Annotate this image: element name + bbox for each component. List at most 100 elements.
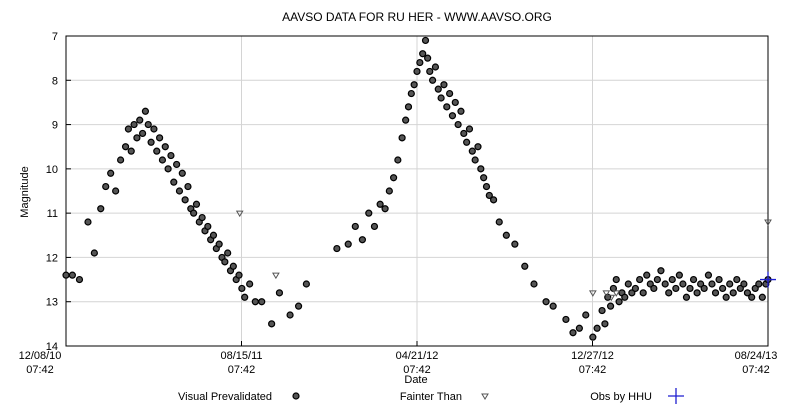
data-point <box>704 271 713 279</box>
data-point <box>404 103 413 111</box>
data-point <box>431 63 440 71</box>
data-point <box>639 289 647 297</box>
legend-label: Obs by HHU <box>590 391 652 403</box>
data-point <box>370 222 379 231</box>
data-point <box>424 54 432 62</box>
data-point <box>465 125 474 133</box>
data-point <box>133 134 141 142</box>
data-point <box>358 236 366 244</box>
data-point <box>344 240 352 248</box>
data-point <box>221 258 229 266</box>
data-point <box>130 120 138 129</box>
data-point <box>407 89 415 98</box>
data-point <box>593 324 601 332</box>
x-tick-time: 07:42 <box>579 364 607 376</box>
data-point <box>643 271 651 279</box>
data-point <box>286 311 294 319</box>
y-tick-label: 13 <box>46 297 58 309</box>
data-point <box>480 174 488 182</box>
data-point <box>136 116 144 124</box>
data-point <box>711 289 720 297</box>
data-point <box>156 134 164 142</box>
data-point <box>229 262 237 270</box>
data-point <box>621 293 629 301</box>
data-point <box>164 165 172 173</box>
x-tick-date: 08/15/11 <box>220 350 262 362</box>
data-point <box>192 200 201 208</box>
data-point <box>693 289 701 297</box>
data-point <box>75 275 84 284</box>
data-point <box>601 320 609 328</box>
data-point <box>477 165 485 173</box>
data-point <box>733 275 741 284</box>
data-point <box>689 275 698 284</box>
series-obs-by-hhu <box>760 271 776 288</box>
data-point <box>385 187 393 195</box>
data-point <box>700 284 708 293</box>
legend-marker <box>668 388 684 404</box>
data-point <box>68 271 76 279</box>
data-point <box>116 156 125 164</box>
y-axis: 7 8 9 10 11 12 13 14 <box>46 31 71 353</box>
data-point <box>190 209 198 217</box>
data-point <box>84 218 92 226</box>
data-point <box>224 249 232 257</box>
data-point <box>268 320 276 328</box>
data-point <box>150 125 158 133</box>
data-point <box>602 290 611 297</box>
data-point <box>294 302 303 310</box>
data-point <box>485 191 493 200</box>
data-point <box>138 129 147 138</box>
data-point <box>365 209 373 217</box>
data-point <box>740 280 748 288</box>
data-point <box>302 280 310 288</box>
data-point <box>238 284 246 293</box>
data-point <box>715 275 723 284</box>
y-tick-label: 10 <box>46 164 58 176</box>
data-point <box>398 134 406 142</box>
data-point <box>589 333 597 341</box>
data-point <box>434 85 442 93</box>
data-point <box>760 271 776 288</box>
data-point <box>549 302 557 310</box>
data-point <box>665 289 673 297</box>
data-point <box>758 293 766 301</box>
data-point <box>419 50 427 58</box>
data-point <box>173 160 181 169</box>
data-point <box>661 280 669 288</box>
data-point <box>679 280 687 288</box>
data-point <box>460 129 468 138</box>
data-point <box>175 187 184 195</box>
data-point <box>144 120 152 129</box>
legend: Visual Prevalidated Fainter Than Obs by HH… <box>178 388 684 404</box>
y-tick-label: 9 <box>52 120 58 132</box>
data-point <box>381 205 389 213</box>
data-point <box>588 290 597 297</box>
data-point <box>161 143 169 151</box>
data-point <box>562 315 570 324</box>
data-point <box>457 107 465 115</box>
series-fainter-than <box>235 210 772 302</box>
data-point <box>511 240 519 248</box>
data-point <box>482 182 491 191</box>
data-point <box>682 293 691 301</box>
x-tick-time: 07:42 <box>742 364 770 376</box>
data-point <box>606 302 615 310</box>
data-point <box>748 293 756 301</box>
data-point <box>454 120 462 129</box>
data-point <box>258 298 266 306</box>
data-point <box>764 219 772 226</box>
data-point <box>650 284 658 293</box>
data-point <box>97 205 105 213</box>
x-tick-date: 12/08/10 <box>19 350 62 362</box>
data-point <box>489 196 498 204</box>
data-point <box>474 143 482 151</box>
data-point <box>141 107 150 115</box>
data-point <box>107 169 115 177</box>
data-point <box>153 147 161 155</box>
data-point <box>429 76 437 84</box>
y-axis-label: Magnitude <box>19 166 31 217</box>
data-point <box>598 306 606 315</box>
series-visual-prevalidated <box>62 36 772 341</box>
data-point <box>607 294 616 302</box>
